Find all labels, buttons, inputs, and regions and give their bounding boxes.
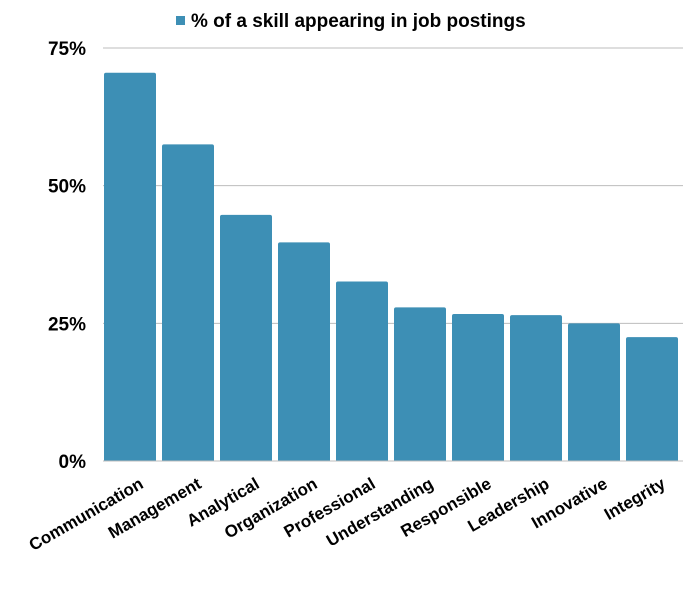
bars [104,72,678,461]
bar-integrity [626,337,678,461]
y-tick-label: 25% [48,314,86,335]
legend-swatch [176,16,185,25]
x-axis-labels: CommunicationManagementAnalyticalOrganiz… [26,474,669,555]
bar-leadership [510,315,562,461]
bar-analytical [220,214,272,461]
bar-organization [278,242,330,461]
y-tick-label: 75% [48,39,86,60]
x-tick-label: Integrity [601,474,669,524]
bar-communication [104,72,156,461]
bar-innovative [568,323,620,461]
legend-label: % of a skill appearing in job postings [191,11,526,32]
y-tick-label: 50% [48,177,86,198]
y-tick-label: 0% [59,452,87,473]
legend: % of a skill appearing in job postings [176,11,526,32]
bar-professional [336,281,388,461]
y-axis-ticks: 0% 25% 50% 75% [48,39,86,473]
bar-understanding [394,307,446,461]
bar-management [162,144,214,461]
bar-responsible [452,313,504,461]
